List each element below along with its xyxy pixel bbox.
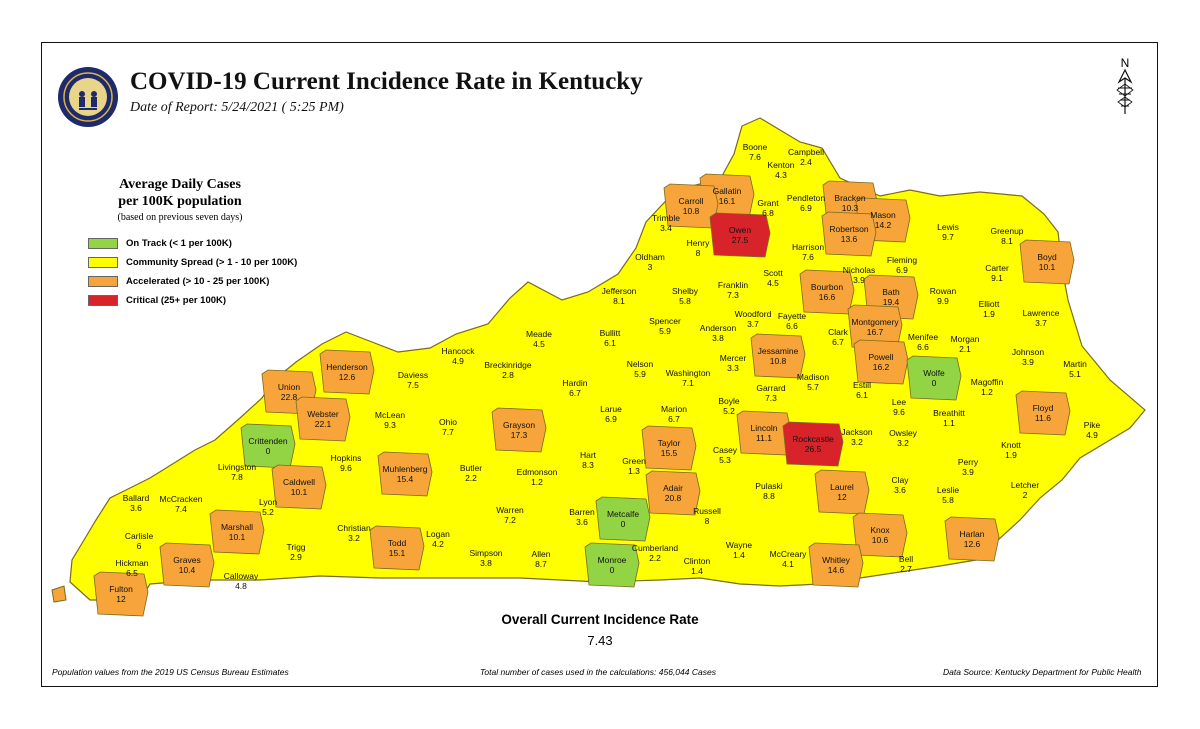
legend: Average Daily Cases per 100K population … <box>80 176 300 306</box>
overall-rate-label: Overall Current Incidence Rate <box>501 612 699 627</box>
footer-population-note: Population values from the 2019 US Censu… <box>52 667 289 677</box>
legend-item-community: Community Spread (> 1 - 10 per 100K) <box>88 256 297 268</box>
north-label: N <box>1121 56 1130 70</box>
legend-label-critical: Critical (25+ per 100K) <box>126 294 227 306</box>
legend-item-accelerated: Accelerated (> 10 - 25 per 100K) <box>88 275 269 287</box>
north-arrow-icon: N <box>1116 56 1134 114</box>
kentucky-seal-icon <box>58 67 118 127</box>
legend-swatch-yellow <box>88 256 118 268</box>
legend-note: (based on previous seven days) <box>117 212 243 223</box>
legend-title-line1: Average Daily Cases <box>119 177 241 192</box>
overall-rate-value: 7.43 <box>587 633 613 648</box>
legend-swatch-orange <box>88 275 118 287</box>
legend-swatch-green <box>88 237 118 249</box>
footer-data-source: Data Source: Kentucky Department for Pub… <box>943 667 1142 677</box>
footer-total-cases: Total number of cases used in the calcul… <box>480 667 716 677</box>
legend-swatch-red <box>88 294 118 306</box>
legend-label-community: Community Spread (> 1 - 10 per 100K) <box>126 256 298 268</box>
legend-label-on-track: On Track (< 1 per 100K) <box>126 237 232 249</box>
report-date: Date of Report: 5/24/2021 ( 5:25 PM) <box>130 100 344 115</box>
map-frame <box>41 42 1158 687</box>
map-title: COVID-19 Current Incidence Rate in Kentu… <box>130 68 643 95</box>
legend-title-line2: per 100K population <box>118 194 242 209</box>
legend-item-on-track: On Track (< 1 per 100K) <box>88 237 232 249</box>
legend-label-accelerated: Accelerated (> 10 - 25 per 100K) <box>126 275 270 287</box>
legend-item-critical: Critical (25+ per 100K) <box>88 294 226 306</box>
